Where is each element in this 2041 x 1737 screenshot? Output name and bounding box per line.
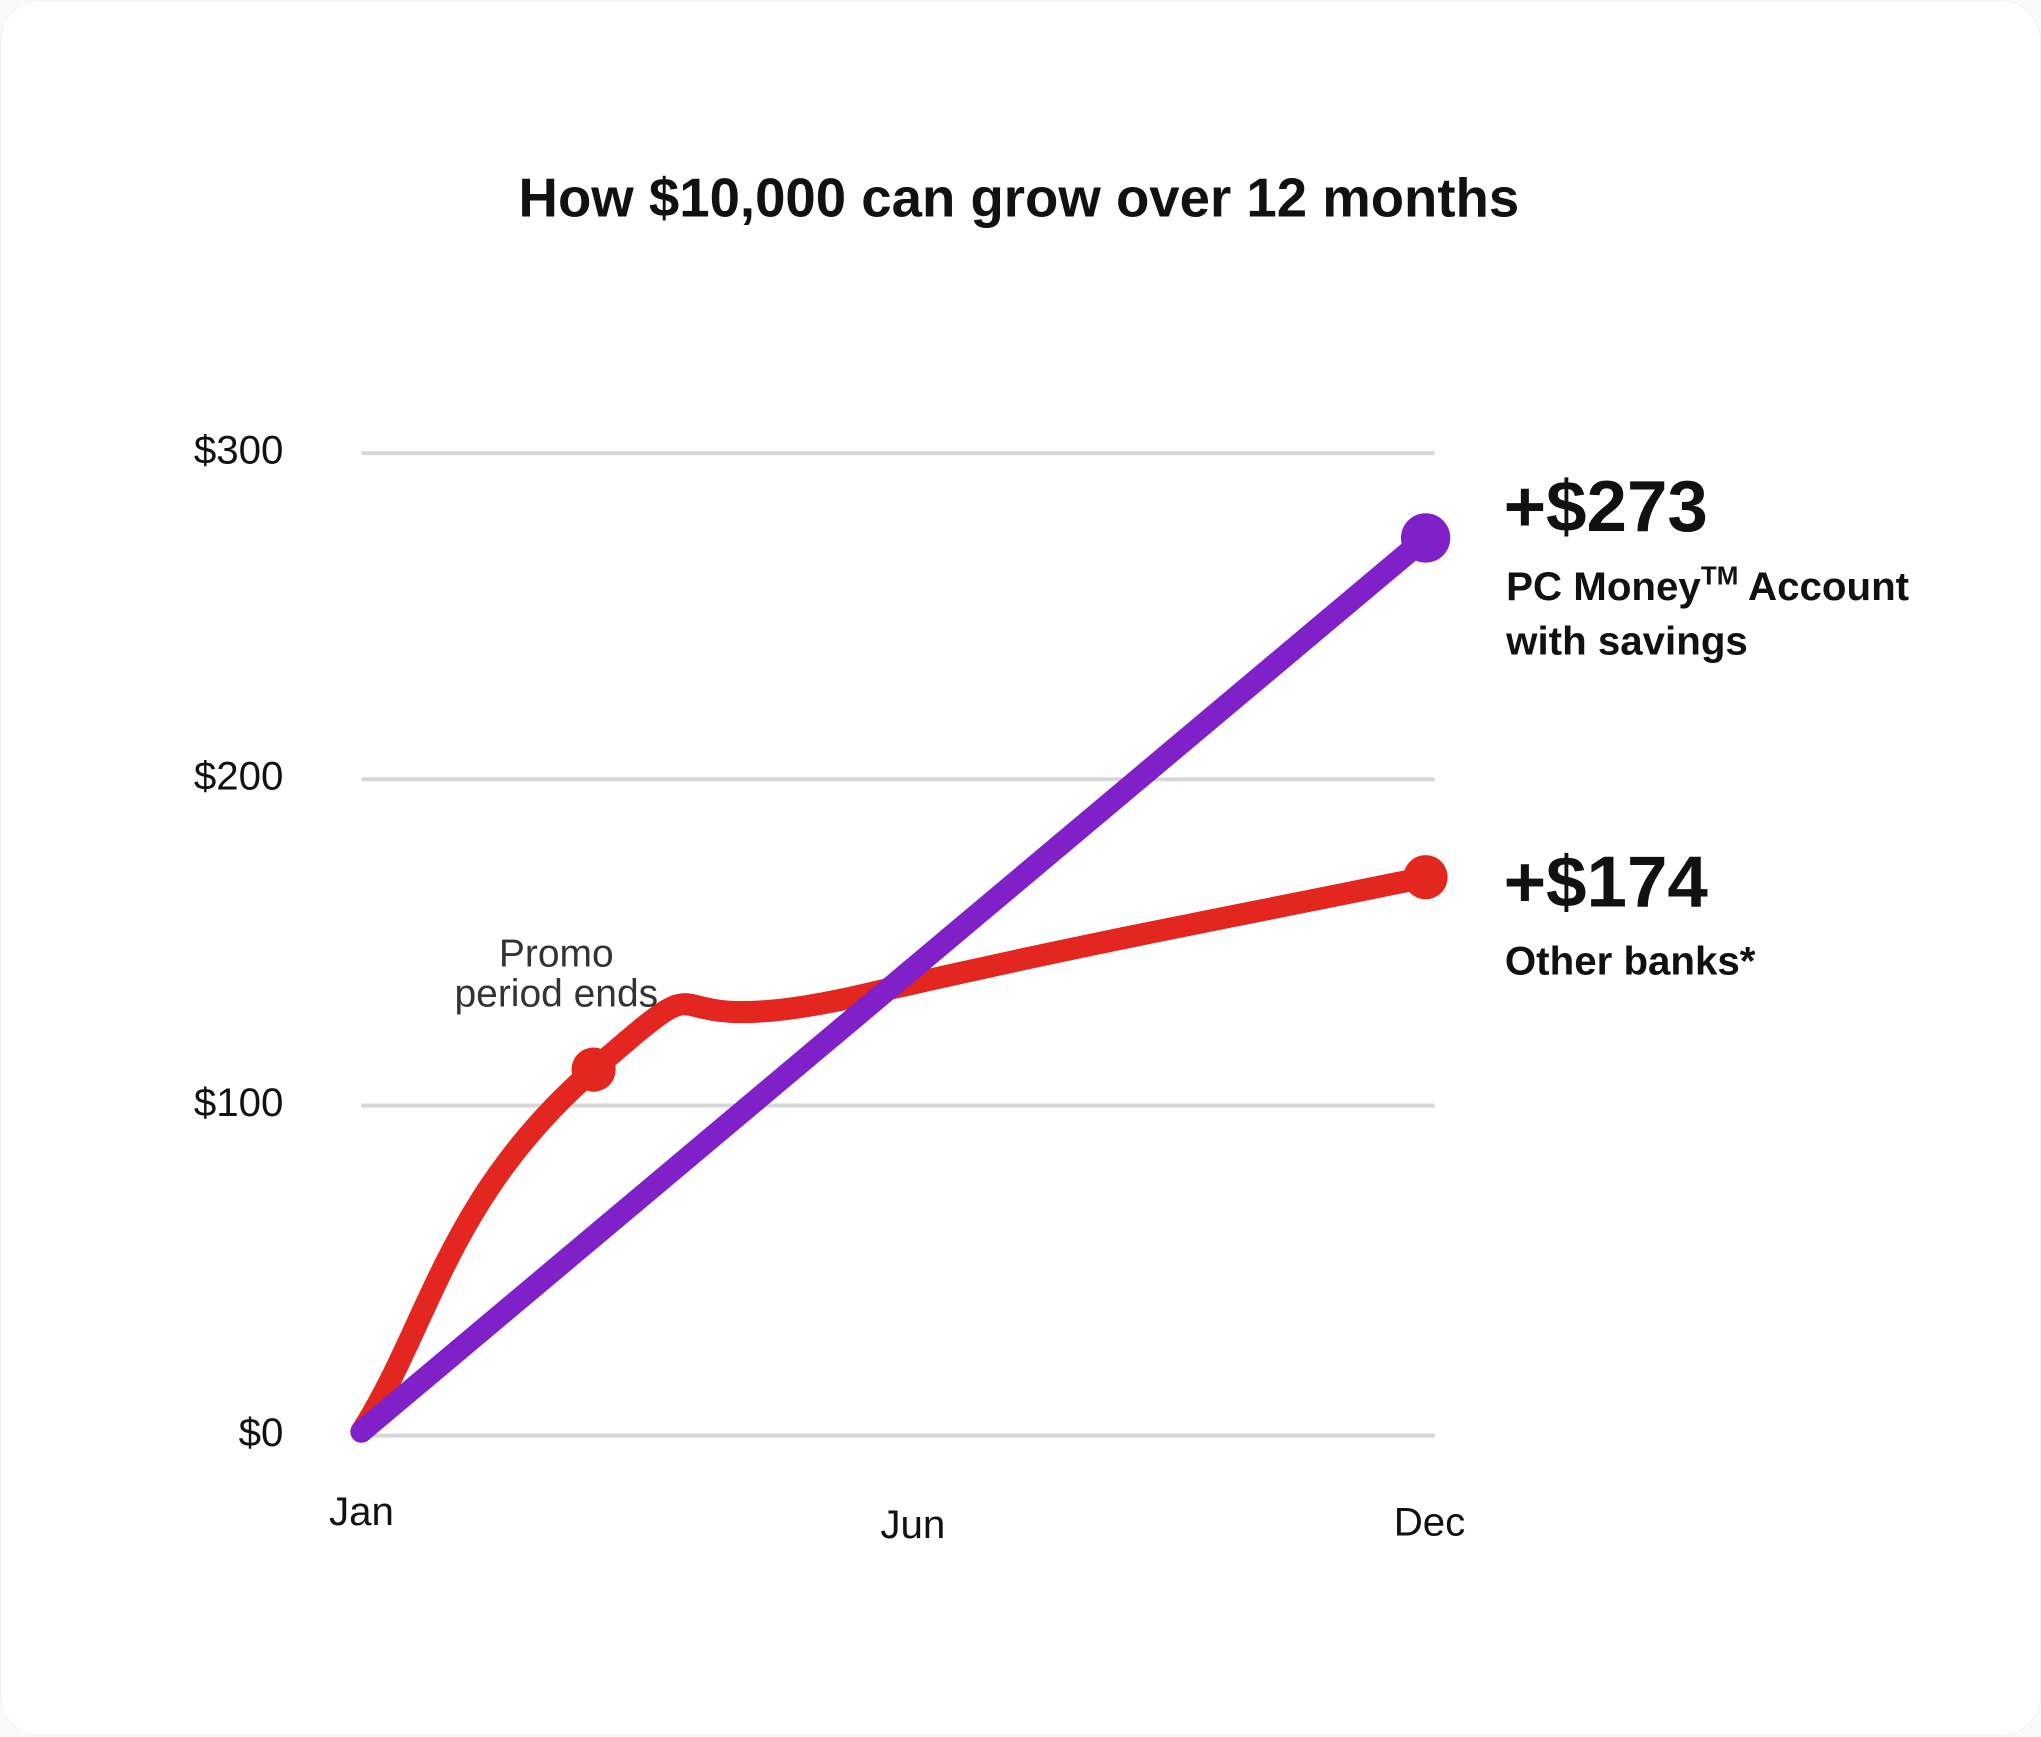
y-axis-ticks: $0 $100 $200 $300 [194,428,284,1455]
other-banks-label: Other banks* [1505,938,1756,983]
x-tick-label: Jun [880,1502,945,1547]
other-banks-line [350,866,1437,1443]
x-tick-label: Dec [1394,1500,1466,1545]
chart-title: How $10,000 can grow over 12 months [519,168,1520,229]
x-tick-label: Jan [329,1489,394,1534]
x-axis-ticks: Jan Jun Dec [329,1489,1465,1547]
other-banks-point-marker [571,1047,616,1092]
gridlines [361,451,1435,1438]
pc-money-line [350,526,1437,1443]
promo-annotation-line2: period ends [454,973,658,1016]
other-banks-end-value: +$174 [1504,842,1709,923]
other-banks-point-marker [1403,855,1448,900]
y-tick-label: $300 [194,428,284,473]
y-tick-label: $100 [194,1080,284,1125]
pc-money-label-line1: PC MoneyTM Account [1506,560,1909,609]
promo-annotation-line1: Promo [499,932,614,975]
pc-money-label-line2: with savings [1505,619,1748,664]
pc-money-point-marker [1400,513,1451,563]
series-lines [350,513,1451,1443]
y-tick-label: $200 [194,754,284,799]
pc-money-end-value: +$273 [1504,466,1708,547]
y-tick-label: $0 [239,1410,284,1455]
